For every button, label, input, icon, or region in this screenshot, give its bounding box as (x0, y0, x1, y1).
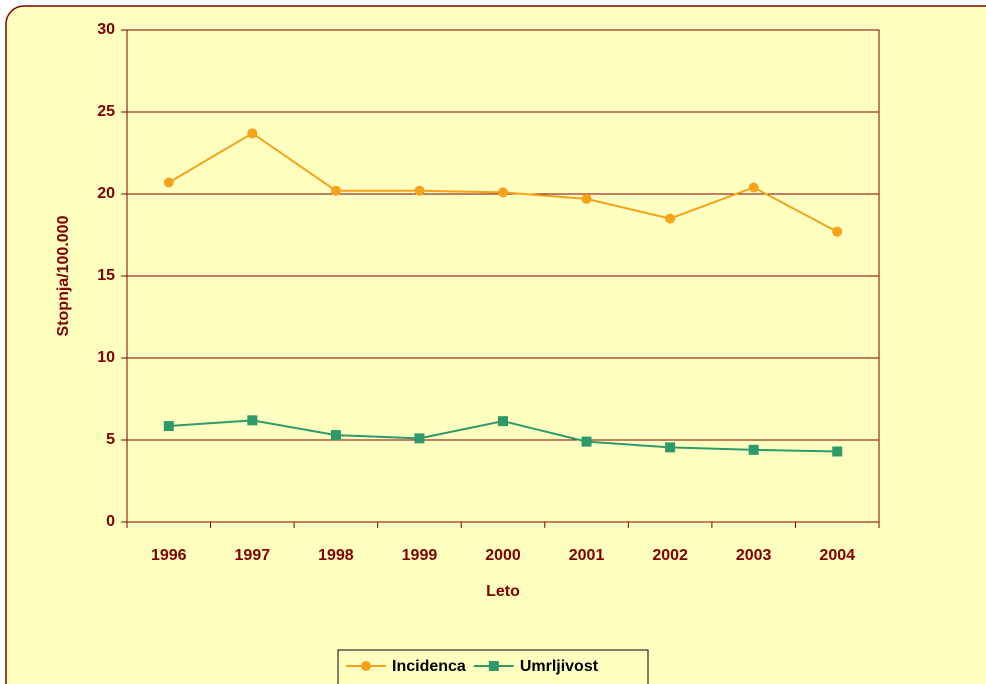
data-point (581, 436, 592, 447)
data-point (163, 177, 174, 188)
y-tick-label: 20 (97, 185, 115, 202)
data-point (498, 416, 508, 427)
data-point (581, 193, 592, 204)
y-tick-label: 25 (97, 103, 115, 120)
y-tick-label: 30 (97, 21, 115, 38)
x-tick-label: 1998 (318, 547, 354, 564)
y-axis-label: Stopnja/100.000 (55, 215, 72, 336)
data-point (330, 185, 341, 196)
data-point (247, 415, 258, 426)
x-tick-label: 2003 (736, 547, 772, 564)
data-point (832, 226, 843, 237)
data-point (748, 182, 759, 193)
x-tick-label: 2002 (652, 547, 688, 564)
legend-text: Umrljivost (520, 658, 599, 675)
x-axis-label: Leto (486, 583, 520, 600)
y-tick-label: 5 (106, 431, 115, 448)
y-tick-label: 0 (106, 513, 115, 530)
data-point (247, 128, 258, 139)
legend-marker (488, 661, 499, 671)
legend-marker (361, 661, 371, 671)
x-tick-label: 1999 (402, 547, 438, 564)
data-point (832, 446, 843, 457)
x-tick-label: 2000 (485, 547, 521, 564)
x-tick-label: 2001 (569, 547, 605, 564)
data-point (498, 187, 508, 198)
y-tick-label: 10 (97, 349, 115, 366)
x-tick-label: 1997 (235, 547, 271, 564)
x-tick-label: 1996 (151, 547, 187, 564)
data-point (748, 444, 759, 455)
legend-text: Incidenca (392, 658, 466, 675)
data-point (665, 213, 676, 224)
data-point (414, 433, 425, 444)
data-point (163, 421, 174, 432)
data-point (665, 442, 676, 453)
y-tick-label: 15 (97, 267, 115, 284)
x-tick-label: 2004 (819, 547, 855, 564)
data-point (414, 185, 425, 196)
data-point (330, 430, 341, 441)
